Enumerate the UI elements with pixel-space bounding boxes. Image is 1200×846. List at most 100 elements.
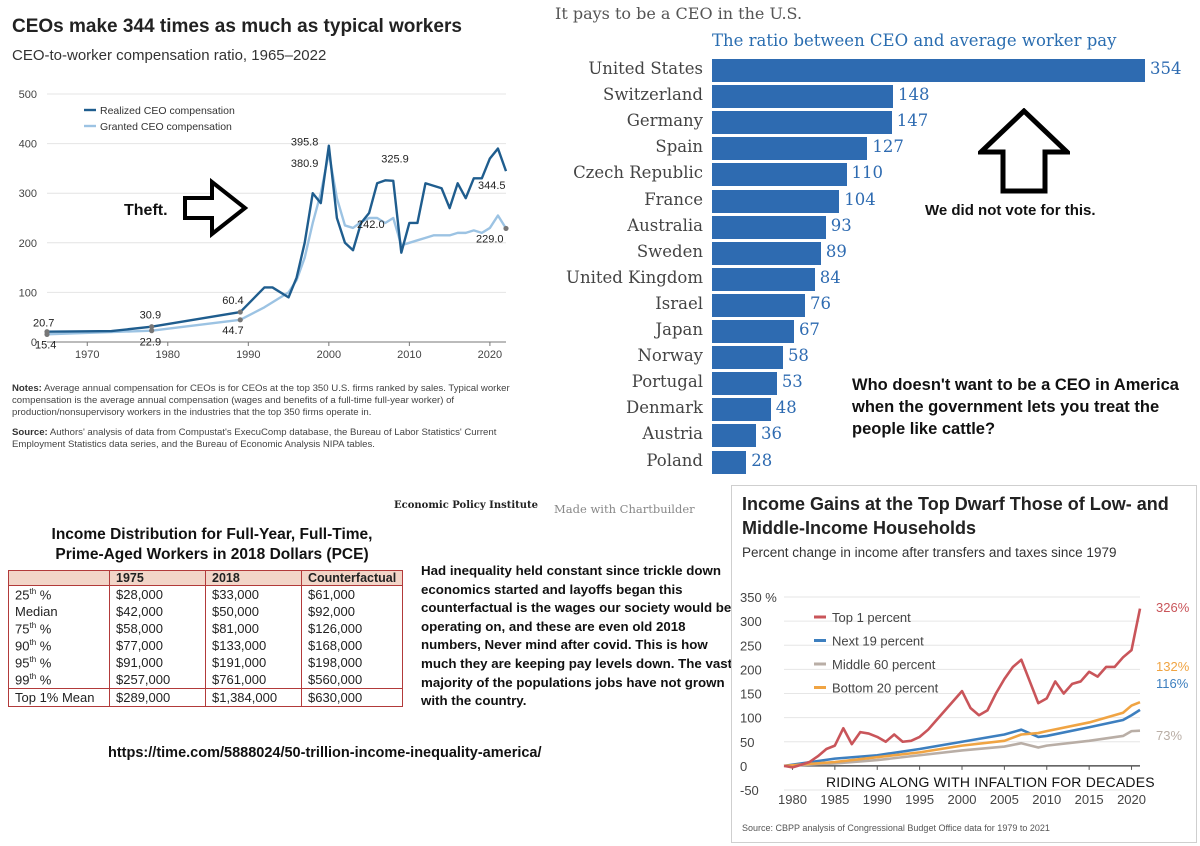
data-point [237,317,243,323]
header-cell-2018: 2018 [205,570,302,586]
country-bar [712,372,777,396]
bar-value-label: 53 [781,372,803,392]
income-table-title-line2: Prime-Aged Workers in 2018 Dollars (PCE) [55,546,369,563]
income-table-title: Income Distribution for Full-Year, Full-… [8,525,416,565]
y-tick-label: 400 [19,139,37,151]
country-label: Australia [627,215,703,235]
country-bar [712,111,892,135]
x-tick-label: 1980 [778,792,807,807]
source-text: Authors' analysis of data from Compustat… [12,427,497,450]
notes-text: Average annual compensation for CEOs is … [12,383,510,418]
country-label: Germany [626,111,703,131]
data-label: 395.8 [291,137,319,149]
x-tick-label: 2020 [1117,792,1146,807]
country-bar [712,346,783,370]
x-tick-label: 2020 [478,349,502,361]
cell-counterfactual: $168,000 [300,637,404,654]
time-article-link[interactable]: https://time.com/5888024/50-trillion-inc… [108,745,542,761]
x-tick-label: 2015 [1075,792,1104,807]
table-row: 25th % $28,000 $33,000 $61,000 [8,585,404,603]
bar-value-label: 110 [851,163,884,183]
income-gains-line-chart: -50 0 50 100 150 200 250 300 350 % 1980 1985 1990 19… [740,590,1190,807]
inflation-annotation: RIDING ALONG WITH INFALTION FOR DECADES [826,774,1155,790]
bar-value-label: 104 [844,189,876,209]
table-row: 75th % $58,000 $81,000 $126,000 [8,620,404,637]
country-label: Switzerland [603,85,703,105]
country-label: Czech Republic [573,163,703,183]
bar-value-label: 48 [775,398,797,418]
data-point [149,328,155,334]
country-bar [712,450,747,474]
y-tick-label: 50 [740,735,754,750]
country-label: Spain [655,137,703,157]
ceo-ratio-notes: Notes: Average annual compensation for C… [12,383,524,451]
income-gains-frame [731,485,1197,843]
table-row: 90th % $77,000 $133,000 $168,000 [8,637,404,654]
income-gains-subtitle: Percent change in income after transfers… [742,545,1117,560]
y-tick-label: 150 [740,687,762,702]
cell-counterfactual: $198,000 [300,654,404,671]
country-label: Japan [655,320,703,339]
cell-1975: $77,000 [109,637,206,654]
x-tick-label: 1980 [156,349,180,361]
cell-counterfactual: $630,000 [300,688,404,707]
x-tick-label: 2000 [317,349,341,361]
data-label: 44.7 [222,325,243,337]
table-row: Top 1% Mean $289,000 $1,384,000 $630,000 [8,688,404,707]
bar-value-label: 93 [830,215,852,235]
data-label: 325.9 [381,153,409,165]
series-line [783,708,1141,768]
y-tick-label: 100 [19,287,37,299]
cell-2018: $1,384,000 [205,688,302,707]
cell-counterfactual: $126,000 [300,620,404,637]
income-table-title-line1: Income Distribution for Full-Year, Full-… [51,526,373,543]
bar-value-label: 127 [872,137,904,157]
cattle-note: Who doesn't want to be a CEO in America … [852,376,1179,438]
data-point [237,309,243,315]
y-tick-label: 500 [19,89,37,101]
row-label: 95th % [8,654,110,671]
data-label: 15.4 [35,339,56,351]
header-cell-blank [8,570,110,586]
row-label: 90th % [8,637,110,654]
epi-credit: Economic Policy Institute [394,500,539,511]
series-end-label: 116% [1156,676,1189,691]
country-bar [712,189,840,213]
cell-counterfactual: $560,000 [300,671,404,689]
x-tick-label: 1990 [236,349,260,361]
table-row: 95th % $91,000 $191,000 $198,000 [8,654,404,671]
x-tick-label: 1990 [863,792,892,807]
series-end-label: 73% [1156,728,1182,743]
header-cell-counterfactual: Counterfactual [300,570,404,586]
cell-1975: $257,000 [109,671,206,689]
country-label: United Kingdom [566,267,703,287]
data-label: 60.4 [222,295,243,307]
data-label: 20.7 [33,318,54,330]
cbpp-source: Source: CBPP analysis of Congressional B… [742,823,1050,833]
country-bar [712,241,821,265]
y-tick-label: 200 [740,662,762,677]
data-point [44,331,50,337]
series-line [783,729,1141,768]
country-label: Portugal [631,372,703,392]
ceo-pay-bar-title: The ratio between CEO and average worker… [712,31,1117,50]
country-bar [712,398,771,422]
cell-2018: $761,000 [205,671,302,689]
row-label: Top 1% Mean [8,688,110,707]
cell-2018: $191,000 [205,654,302,671]
country-label: Denmark [626,398,703,418]
income-gains-title: Income Gains at the Top Dwarf Those of L… [742,494,1169,538]
y-tick-label: -50 [740,783,759,798]
data-label: 229.0 [476,233,504,245]
bar-value-label: 28 [751,450,773,470]
cell-counterfactual: $61,000 [300,585,404,603]
ceo-pay-bar-chart: United States 354 Switzerland 148 Germany 147… [566,59,1182,474]
row-label: 99th % [8,671,110,689]
x-tick-label: 1985 [820,792,849,807]
income-distribution-table: 1975 2018 Counterfactual 25th % $28,000 $3… [8,570,404,707]
country-label: Austria [642,424,703,444]
y-tick-label: 0 [740,759,747,774]
bar-value-label: 58 [787,346,809,366]
data-point [503,225,509,232]
ceo-pay-supertitle: It pays to be a CEO in the U.S. [555,4,803,23]
